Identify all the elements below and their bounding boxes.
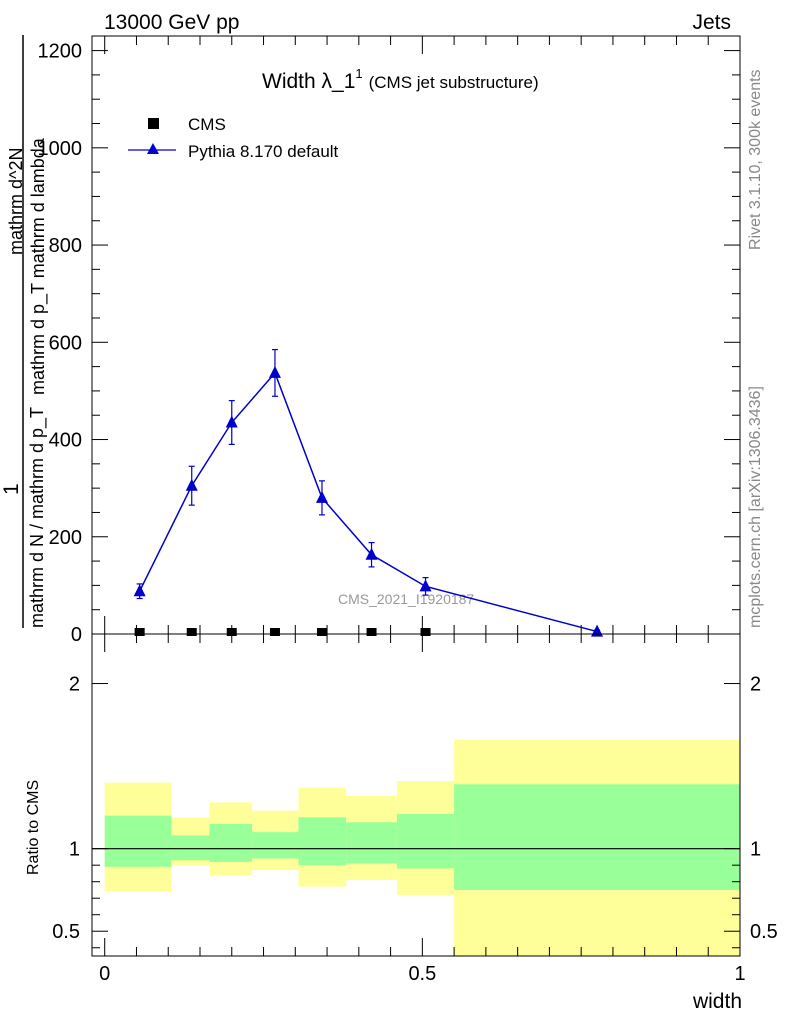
cms-point: [420, 628, 431, 636]
mcplots-label: mcplots.cern.ch [arXiv:1306.3436]: [747, 386, 764, 628]
ratio-y-tick-label-right: 0.5: [750, 921, 778, 943]
cms-series-layer: [134, 628, 431, 636]
plot-title: Width λ_11 (CMS jet substructure): [262, 66, 539, 93]
main-y-axis-label: 1 mathrm d N / mathrm d p_T mathrm d^2N …: [0, 35, 49, 628]
ratio-y-axis-label: Ratio to CMS: [25, 780, 42, 875]
legend-cms-marker: [148, 118, 159, 129]
ratio-plot-frame: [91, 633, 741, 957]
plot-title-sup: 1: [355, 66, 362, 81]
legend: CMS Pythia 8.170 default: [128, 115, 339, 161]
main-y-tick-label: 0: [71, 624, 82, 646]
ratio-band-inner: [252, 832, 299, 859]
ratio-band-inner: [209, 823, 253, 862]
header-right: Jets: [692, 11, 731, 34]
ylabel-numerator-line1: mathrm d^2N: [6, 148, 26, 255]
legend-mc-label: Pythia 8.170 default: [188, 142, 339, 161]
legend-cms-label: CMS: [188, 115, 226, 134]
x-tick-label: 1: [734, 963, 745, 985]
mc-point: [315, 490, 328, 503]
ratio-band-inner: [298, 817, 347, 866]
mc-point: [185, 478, 198, 491]
cms-point: [134, 628, 145, 636]
main-y-tick-labels: 0 200 400 600 800 1000 1200: [38, 41, 83, 646]
legend-mc-marker: [147, 143, 159, 154]
ratio-bands-layer: [104, 739, 740, 956]
ratio-band-inner: [346, 822, 397, 864]
ylabel-denominator: mathrm d N / mathrm d p_T: [27, 407, 48, 628]
main-y-tick-label: 400: [49, 430, 82, 452]
plot-title-main: Width λ_1: [262, 70, 355, 93]
ratio-y-tick-label-right: 2: [750, 674, 761, 696]
ylabel-numerator-line2: mathrm d p_T mathrm d lambda: [28, 137, 49, 395]
cms-point: [226, 628, 237, 636]
x-axis-label: width: [692, 990, 742, 1013]
x-tick-label: 0: [99, 963, 110, 985]
ratio-y-tick-label: 1: [69, 839, 80, 861]
main-y-tick-label: 200: [49, 527, 82, 549]
rivet-version-label: Rivet 3.1.10, 300k events: [747, 69, 764, 250]
ratio-band-inner: [396, 813, 455, 869]
ratio-y-tick-label: 2: [69, 674, 80, 696]
ratio-tick-labels: 0.5 0.51 12 20 0.5 1: [52, 674, 778, 985]
analysis-watermark: CMS_2021_I1920187: [338, 591, 474, 607]
main-y-tick-label: 1200: [38, 41, 83, 63]
cms-point: [186, 628, 197, 636]
ratio-y-tick-label: 0.5: [52, 921, 80, 943]
mc-point: [225, 415, 238, 428]
mc-series-layer: [133, 348, 604, 637]
mc-point: [419, 579, 432, 592]
main-y-tick-label: 800: [49, 235, 82, 257]
x-tick-label: 0.5: [408, 963, 436, 985]
mc-point: [365, 547, 378, 560]
mc-series-line: [138, 371, 598, 633]
cms-point: [269, 628, 280, 636]
ylabel-one: 1: [0, 483, 23, 495]
mc-point: [268, 365, 281, 378]
plot-title-sub: (CMS jet substructure): [369, 73, 539, 92]
main-y-tick-label: 600: [49, 332, 82, 354]
mc-point: [133, 584, 146, 597]
ratio-axis-ticks: [92, 634, 741, 956]
ratio-y-tick-label-right: 1: [750, 839, 761, 861]
ratio-band-inner: [454, 784, 740, 890]
main-axis-ticks: [92, 36, 741, 635]
ratio-band-inner: [171, 835, 210, 861]
cms-point: [366, 628, 377, 636]
ratio-band-inner: [104, 815, 172, 867]
cms-point: [316, 628, 327, 636]
main-y-tick-label: 1000: [38, 138, 83, 160]
header-left: 13000 GeV pp: [104, 11, 239, 34]
